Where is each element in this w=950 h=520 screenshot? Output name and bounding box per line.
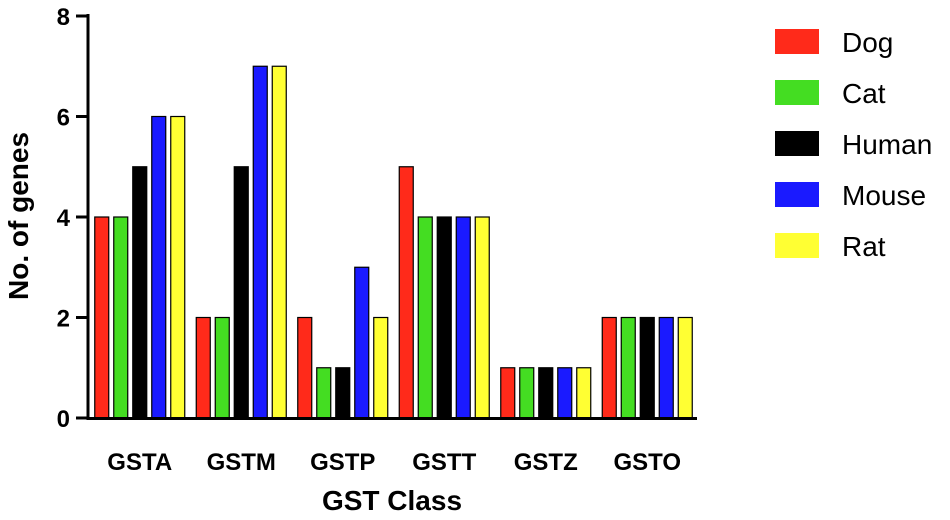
bar-gstz-rat — [576, 367, 592, 419]
legend-swatch-rat — [775, 233, 819, 258]
bar-gsto-cat — [620, 316, 636, 419]
x-tick-label-gstp: GSTP — [310, 449, 375, 476]
bar-gsta-dog — [94, 216, 110, 419]
y-axis-title: No. of genes — [3, 132, 34, 300]
bar-gstm-human — [233, 166, 249, 419]
bar-gstm-rat — [271, 65, 287, 419]
x-tick-label-gsto: GSTO — [613, 449, 681, 476]
bar-gstm-mouse — [252, 65, 268, 419]
legend-label-mouse: Mouse — [842, 180, 926, 211]
bar-gstm-dog — [195, 316, 211, 419]
y-tick-label-2: 2 — [57, 306, 70, 333]
bar-gstp-mouse — [354, 266, 370, 419]
x-axis-ticks: GSTA GSTM GSTP GSTT GSTZ GSTO — [107, 449, 681, 476]
bars-group — [94, 65, 693, 419]
bar-gstt-mouse — [455, 216, 471, 419]
y-axis-ticks: 0 2 4 6 8 — [57, 4, 88, 433]
bar-gstp-rat — [373, 316, 389, 419]
y-tick-label-4: 4 — [57, 205, 71, 232]
legend-label-cat: Cat — [842, 78, 886, 109]
bar-gstt-cat — [417, 216, 433, 419]
legend: Dog Cat Human Mouse Rat — [775, 27, 932, 262]
legend-label-human: Human — [842, 129, 932, 160]
bar-gstm-cat — [214, 316, 230, 419]
y-tick-label-0: 0 — [57, 406, 70, 433]
legend-swatch-human — [775, 131, 819, 156]
bar-gstp-cat — [316, 367, 332, 419]
bar-gstz-cat — [519, 367, 535, 419]
x-tick-label-gstz: GSTZ — [514, 449, 578, 476]
bar-gstz-human — [538, 367, 554, 419]
bar-gsta-cat — [113, 216, 129, 419]
legend-label-dog: Dog — [842, 27, 893, 58]
legend-swatch-mouse — [775, 182, 819, 207]
bar-gstt-rat — [474, 216, 490, 419]
bar-gstz-dog — [500, 367, 516, 419]
bar-gstt-human — [436, 216, 452, 419]
bar-gsto-rat — [677, 316, 693, 419]
bar-gsta-rat — [170, 115, 186, 419]
x-tick-label-gstt: GSTT — [412, 449, 476, 476]
bar-gsto-mouse — [658, 316, 674, 419]
bar-gstt-dog — [398, 166, 414, 419]
bar-gsto-human — [639, 316, 655, 419]
y-tick-label-6: 6 — [57, 105, 70, 132]
bar-gsta-mouse — [151, 115, 167, 419]
y-tick-label-8: 8 — [57, 4, 70, 31]
bar-gsta-human — [132, 166, 148, 419]
legend-swatch-cat — [775, 80, 819, 105]
x-tick-label-gstm: GSTM — [207, 449, 276, 476]
bar-gstp-human — [335, 367, 351, 419]
x-axis-title: GST Class — [322, 485, 462, 516]
bar-gsto-dog — [601, 316, 617, 419]
bar-gstp-dog — [297, 316, 313, 419]
legend-label-rat: Rat — [842, 231, 886, 262]
x-tick-label-gsta: GSTA — [107, 449, 172, 476]
bar-gstz-mouse — [557, 367, 573, 419]
legend-swatch-dog — [775, 29, 819, 54]
